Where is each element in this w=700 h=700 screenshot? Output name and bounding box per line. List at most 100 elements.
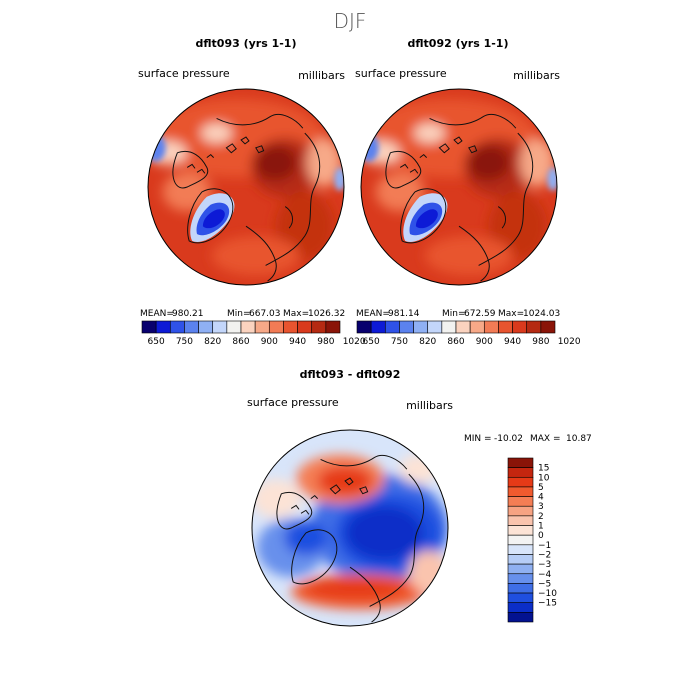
map-border: [147, 88, 345, 286]
colorbar-swatch: [240, 320, 256, 334]
colorbar-swatch: [384, 320, 400, 334]
panel-title: dflt093 (yrs 1-1): [196, 37, 297, 50]
stat-min-label: Min=: [227, 309, 251, 319]
colorbar-swatch: [370, 320, 386, 334]
colorbar-tick-label: −1: [538, 541, 551, 551]
colorbar-swatch: [399, 320, 414, 334]
colorbar-swatch: [297, 320, 313, 334]
stats-line: MEAN= 980.21 Min= 667.03 Max= 1026.32: [140, 309, 345, 319]
colorbar-swatch: [155, 320, 171, 334]
stat-min: 667.03: [249, 309, 281, 319]
colorbar-swatch: [455, 320, 471, 334]
colorbar-ticks: 650 750 820 860 900 940 980 1020: [363, 337, 581, 347]
stats-line: MIN = -10.02 MAX = 10.87: [464, 434, 592, 444]
colorbar-tick-label: 1020: [343, 337, 366, 347]
colorbar-swatch: [507, 583, 534, 594]
colorbar-tick-label: −4: [538, 570, 552, 580]
colorbar-swatch: [507, 496, 534, 507]
colorbar-tick-label: 820: [419, 337, 436, 347]
colorbar-swatch: [141, 320, 157, 334]
colorbar-swatch: [512, 320, 528, 334]
colorbar-tick-label: 0: [538, 531, 544, 541]
colorbar-tick-label: 5: [538, 483, 544, 493]
colorbar-swatch: [325, 320, 341, 334]
colorbar-swatch: [507, 534, 534, 546]
panel-title: dflt092 (yrs 1-1): [408, 37, 509, 50]
stat-min: -10.02: [494, 434, 523, 444]
colorbar-swatch: [427, 320, 443, 334]
colorbar-swatch: [507, 573, 534, 584]
colorbar-tick-label: 980: [317, 337, 334, 347]
colorbar-tick-label: 940: [289, 337, 306, 347]
colorbar-swatch: [507, 602, 534, 613]
panel-model-b: dflt092 (yrs 1-1) surface pressure milli…: [355, 37, 581, 347]
stats-line: MEAN= 981.14 Min= 672.59 Max= 1024.03: [356, 309, 560, 319]
units-label: millibars: [298, 69, 345, 82]
units-label: millibars: [406, 399, 453, 412]
stat-min-label: MIN =: [464, 434, 492, 444]
colorbar-tick-label: 10: [538, 473, 550, 483]
colorbar-swatch: [507, 515, 534, 526]
units-label: millibars: [513, 69, 560, 82]
colorbar: [507, 457, 534, 623]
colorbar-tick-label: 4: [538, 493, 544, 503]
colorbar-swatch: [526, 320, 542, 334]
stat-max-label: Max=: [283, 309, 309, 319]
colorbar-tick-label: 940: [504, 337, 521, 347]
stat-mean-label: MEAN=: [140, 309, 174, 319]
colorbar: [356, 320, 556, 334]
colorbar-tick-label: 980: [532, 337, 549, 347]
colorbar-tick-label: 860: [232, 337, 249, 347]
field-label: surface pressure: [138, 67, 230, 80]
colorbar-tick-label: 860: [447, 337, 464, 347]
colorbar-swatch: [283, 320, 298, 334]
colorbar-swatch: [507, 505, 534, 517]
colorbar-tick-label: 900: [476, 337, 493, 347]
colorbar-tick-label: 650: [363, 337, 380, 347]
colorbar-swatch: [507, 486, 534, 497]
colorbar-swatch: [356, 320, 372, 334]
colorbar-tick-label: 900: [261, 337, 278, 347]
stat-max-label: MAX =: [530, 434, 561, 444]
stat-max-label: Max=: [498, 309, 524, 319]
panel-model-a: dflt093 (yrs 1-1) surface pressure milli…: [138, 37, 366, 347]
colorbar-swatch: [469, 320, 485, 334]
colorbar-swatch: [540, 320, 556, 334]
colorbar-swatch: [413, 320, 429, 334]
polar-map: [252, 430, 448, 626]
colorbar-tick-label: −5: [538, 579, 551, 589]
colorbar: [141, 320, 341, 334]
colorbar-tick-label: 750: [176, 337, 193, 347]
colorbar-tick-label: −2: [538, 550, 551, 560]
stat-min: 672.59: [464, 309, 496, 319]
stat-mean-label: MEAN=: [356, 309, 390, 319]
figure-title: DJF: [334, 9, 367, 33]
stat-min-label: Min=: [442, 309, 466, 319]
panel-title: dflt093 - dflt092: [300, 368, 401, 381]
stat-mean: 981.14: [388, 309, 420, 319]
colorbar-swatch: [198, 320, 214, 334]
colorbar-tick-label: 2: [538, 512, 544, 522]
stat-max: 1026.32: [308, 309, 345, 319]
colorbar-swatch: [507, 592, 534, 604]
colorbar-swatch: [507, 563, 534, 575]
colorbar-swatch: [311, 320, 327, 334]
field-label: surface pressure: [355, 67, 447, 80]
colorbar-swatch: [268, 320, 284, 334]
colorbar-swatch: [184, 320, 199, 334]
colorbar-tick-label: 1: [538, 522, 544, 532]
colorbar-tick-label: 820: [204, 337, 221, 347]
colorbar-swatch: [507, 554, 534, 565]
colorbar-swatch: [507, 476, 534, 488]
stat-max: 1024.03: [523, 309, 560, 319]
colorbar-swatch: [212, 320, 228, 334]
colorbar-tick-label: 3: [538, 502, 544, 512]
colorbar-swatch: [507, 457, 534, 468]
colorbar-swatch: [507, 612, 534, 623]
colorbar-swatch: [226, 320, 242, 334]
stat-max: 10.87: [566, 434, 592, 444]
colorbar-swatch: [169, 320, 185, 334]
colorbar-tick-label: −3: [538, 560, 551, 570]
colorbar-ticks: 650 750 820 860 900 940 980 1020: [148, 337, 366, 347]
